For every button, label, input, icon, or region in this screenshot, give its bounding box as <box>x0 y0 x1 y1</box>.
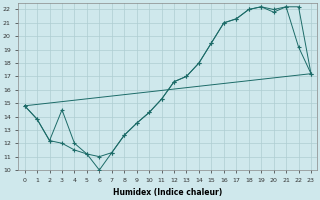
X-axis label: Humidex (Indice chaleur): Humidex (Indice chaleur) <box>113 188 222 197</box>
